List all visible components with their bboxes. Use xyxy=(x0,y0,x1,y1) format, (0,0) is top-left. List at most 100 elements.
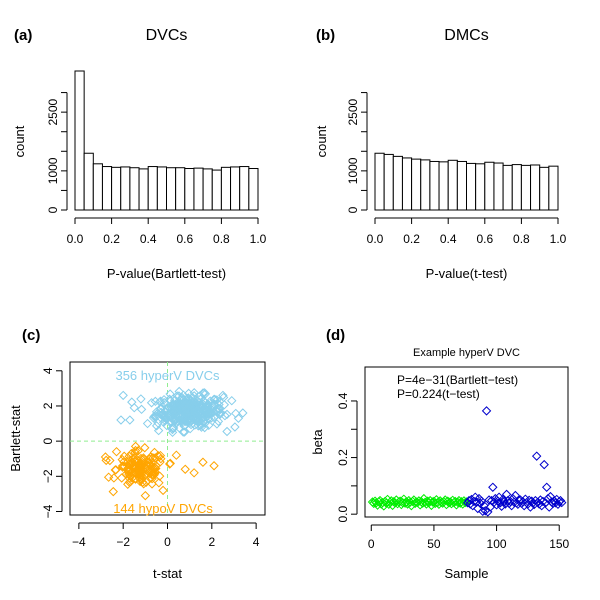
scatter-point xyxy=(555,495,566,506)
x-axis-label: P-value(Bartlett-test) xyxy=(107,266,226,281)
histogram-bar xyxy=(147,166,158,211)
x-tick-label: 0.4 xyxy=(140,232,157,246)
histogram-bar xyxy=(539,166,550,211)
scatter-point xyxy=(200,418,211,428)
x-tick-label: −4 xyxy=(72,535,86,549)
x-tick-label: 2 xyxy=(208,535,215,549)
x-tick-label: 1.0 xyxy=(250,232,267,246)
scatter-point xyxy=(147,453,158,463)
scatter-point xyxy=(142,418,153,429)
histogram-bar xyxy=(74,70,85,211)
histogram-bar xyxy=(111,166,122,211)
x-tick-label: 0 xyxy=(368,537,375,551)
panel-a-histogram: (a) DVCs 0.0 0.2 0.4 0.6 0.8 1.0 P-value(Bartlet… xyxy=(12,27,267,281)
histogram-bar xyxy=(484,161,495,211)
scatter-point xyxy=(154,471,165,481)
scatter-point xyxy=(209,461,219,471)
x-tick-label: 0.0 xyxy=(367,232,384,246)
histogram-bar xyxy=(493,162,504,211)
scatter-point xyxy=(481,406,492,416)
scatter-point xyxy=(495,498,506,508)
scatter-point xyxy=(171,450,182,460)
histogram-bar xyxy=(392,155,403,211)
scatter-point xyxy=(498,494,508,505)
x-tick-label: 100 xyxy=(487,537,507,551)
scatter-point xyxy=(133,469,143,480)
scatter-point xyxy=(127,397,137,407)
y-axis-label: beta xyxy=(310,429,325,455)
histogram-bar xyxy=(374,152,385,211)
chart-title: DVCs xyxy=(146,27,188,44)
histogram-bar xyxy=(475,163,486,211)
hypov-annotation: 144 hypoV DVCs xyxy=(113,501,213,516)
scatter-point xyxy=(215,409,226,419)
x-tick-label: −2 xyxy=(116,535,130,549)
scatter-point xyxy=(197,402,207,412)
scatter-point xyxy=(165,389,175,399)
scatter-point xyxy=(189,468,199,478)
y-axis-label: count xyxy=(12,125,27,157)
histogram-bar xyxy=(466,162,477,211)
scatter-point xyxy=(182,415,192,426)
scatter-point xyxy=(136,474,147,485)
x-tick-label: 0 xyxy=(164,535,171,549)
histogram-bar xyxy=(138,168,149,211)
x-tick-label: 0.2 xyxy=(103,232,120,246)
scatter-point xyxy=(503,495,513,506)
scatter-point xyxy=(180,464,190,474)
histogram-bar xyxy=(411,158,422,211)
histogram-bar xyxy=(429,160,440,211)
scatter-point xyxy=(170,407,180,417)
scatter-point xyxy=(476,496,487,506)
scatter-point xyxy=(118,390,128,401)
scatter-point xyxy=(212,395,222,405)
scatter-point xyxy=(198,457,208,467)
x-tick-label: 0.2 xyxy=(403,232,420,246)
histogram-bar xyxy=(502,164,513,211)
panel-label: (d) xyxy=(326,327,345,344)
scatter-point xyxy=(178,395,188,405)
scatter-point xyxy=(151,421,162,431)
x-tick-label: 50 xyxy=(427,537,441,551)
y-tick-label: 0.2 xyxy=(336,449,350,466)
scatter-point xyxy=(156,454,166,464)
scatter-point xyxy=(154,478,164,488)
scatter-point xyxy=(193,421,204,431)
scatter-point xyxy=(125,476,136,487)
scatter-point xyxy=(171,410,181,420)
scatter-point xyxy=(553,499,563,509)
scatter-point xyxy=(515,495,526,505)
scatter-point xyxy=(440,495,450,505)
scatter-point xyxy=(108,486,118,497)
scatter-point xyxy=(129,403,139,413)
scatter-point xyxy=(178,413,188,423)
scatter-point xyxy=(156,403,166,413)
scatter-point xyxy=(184,406,194,416)
scatter-point xyxy=(116,415,126,425)
histogram-bar xyxy=(401,157,413,211)
scatter-point xyxy=(188,401,199,411)
scatter-point xyxy=(184,416,194,426)
scatter-point xyxy=(147,473,157,484)
scatter-point xyxy=(136,461,146,472)
y-tick-label: 0 xyxy=(41,437,55,444)
scatter-point xyxy=(174,386,184,397)
scatter-point xyxy=(189,391,199,401)
scatter-point xyxy=(488,482,498,492)
scatter-point xyxy=(105,455,115,466)
histogram-bar xyxy=(511,164,522,211)
scatter-point xyxy=(129,463,139,473)
histogram-bar xyxy=(156,166,168,211)
scatter-point xyxy=(557,497,567,508)
histogram-bar xyxy=(248,168,259,211)
scatter-point xyxy=(238,408,248,418)
scatter-point xyxy=(395,496,405,506)
panel-label: (c) xyxy=(22,327,40,344)
histogram-bar xyxy=(530,164,541,211)
scatter-point xyxy=(128,453,138,464)
scatter-point xyxy=(458,499,468,509)
panel-c-scatter: (c) 356 hyperV DVCs 144 hypoV DVCs −4 −2 0 2 4 t… xyxy=(8,327,266,581)
x-axis-label: Sample xyxy=(444,566,488,581)
panel-label: (b) xyxy=(316,27,335,44)
